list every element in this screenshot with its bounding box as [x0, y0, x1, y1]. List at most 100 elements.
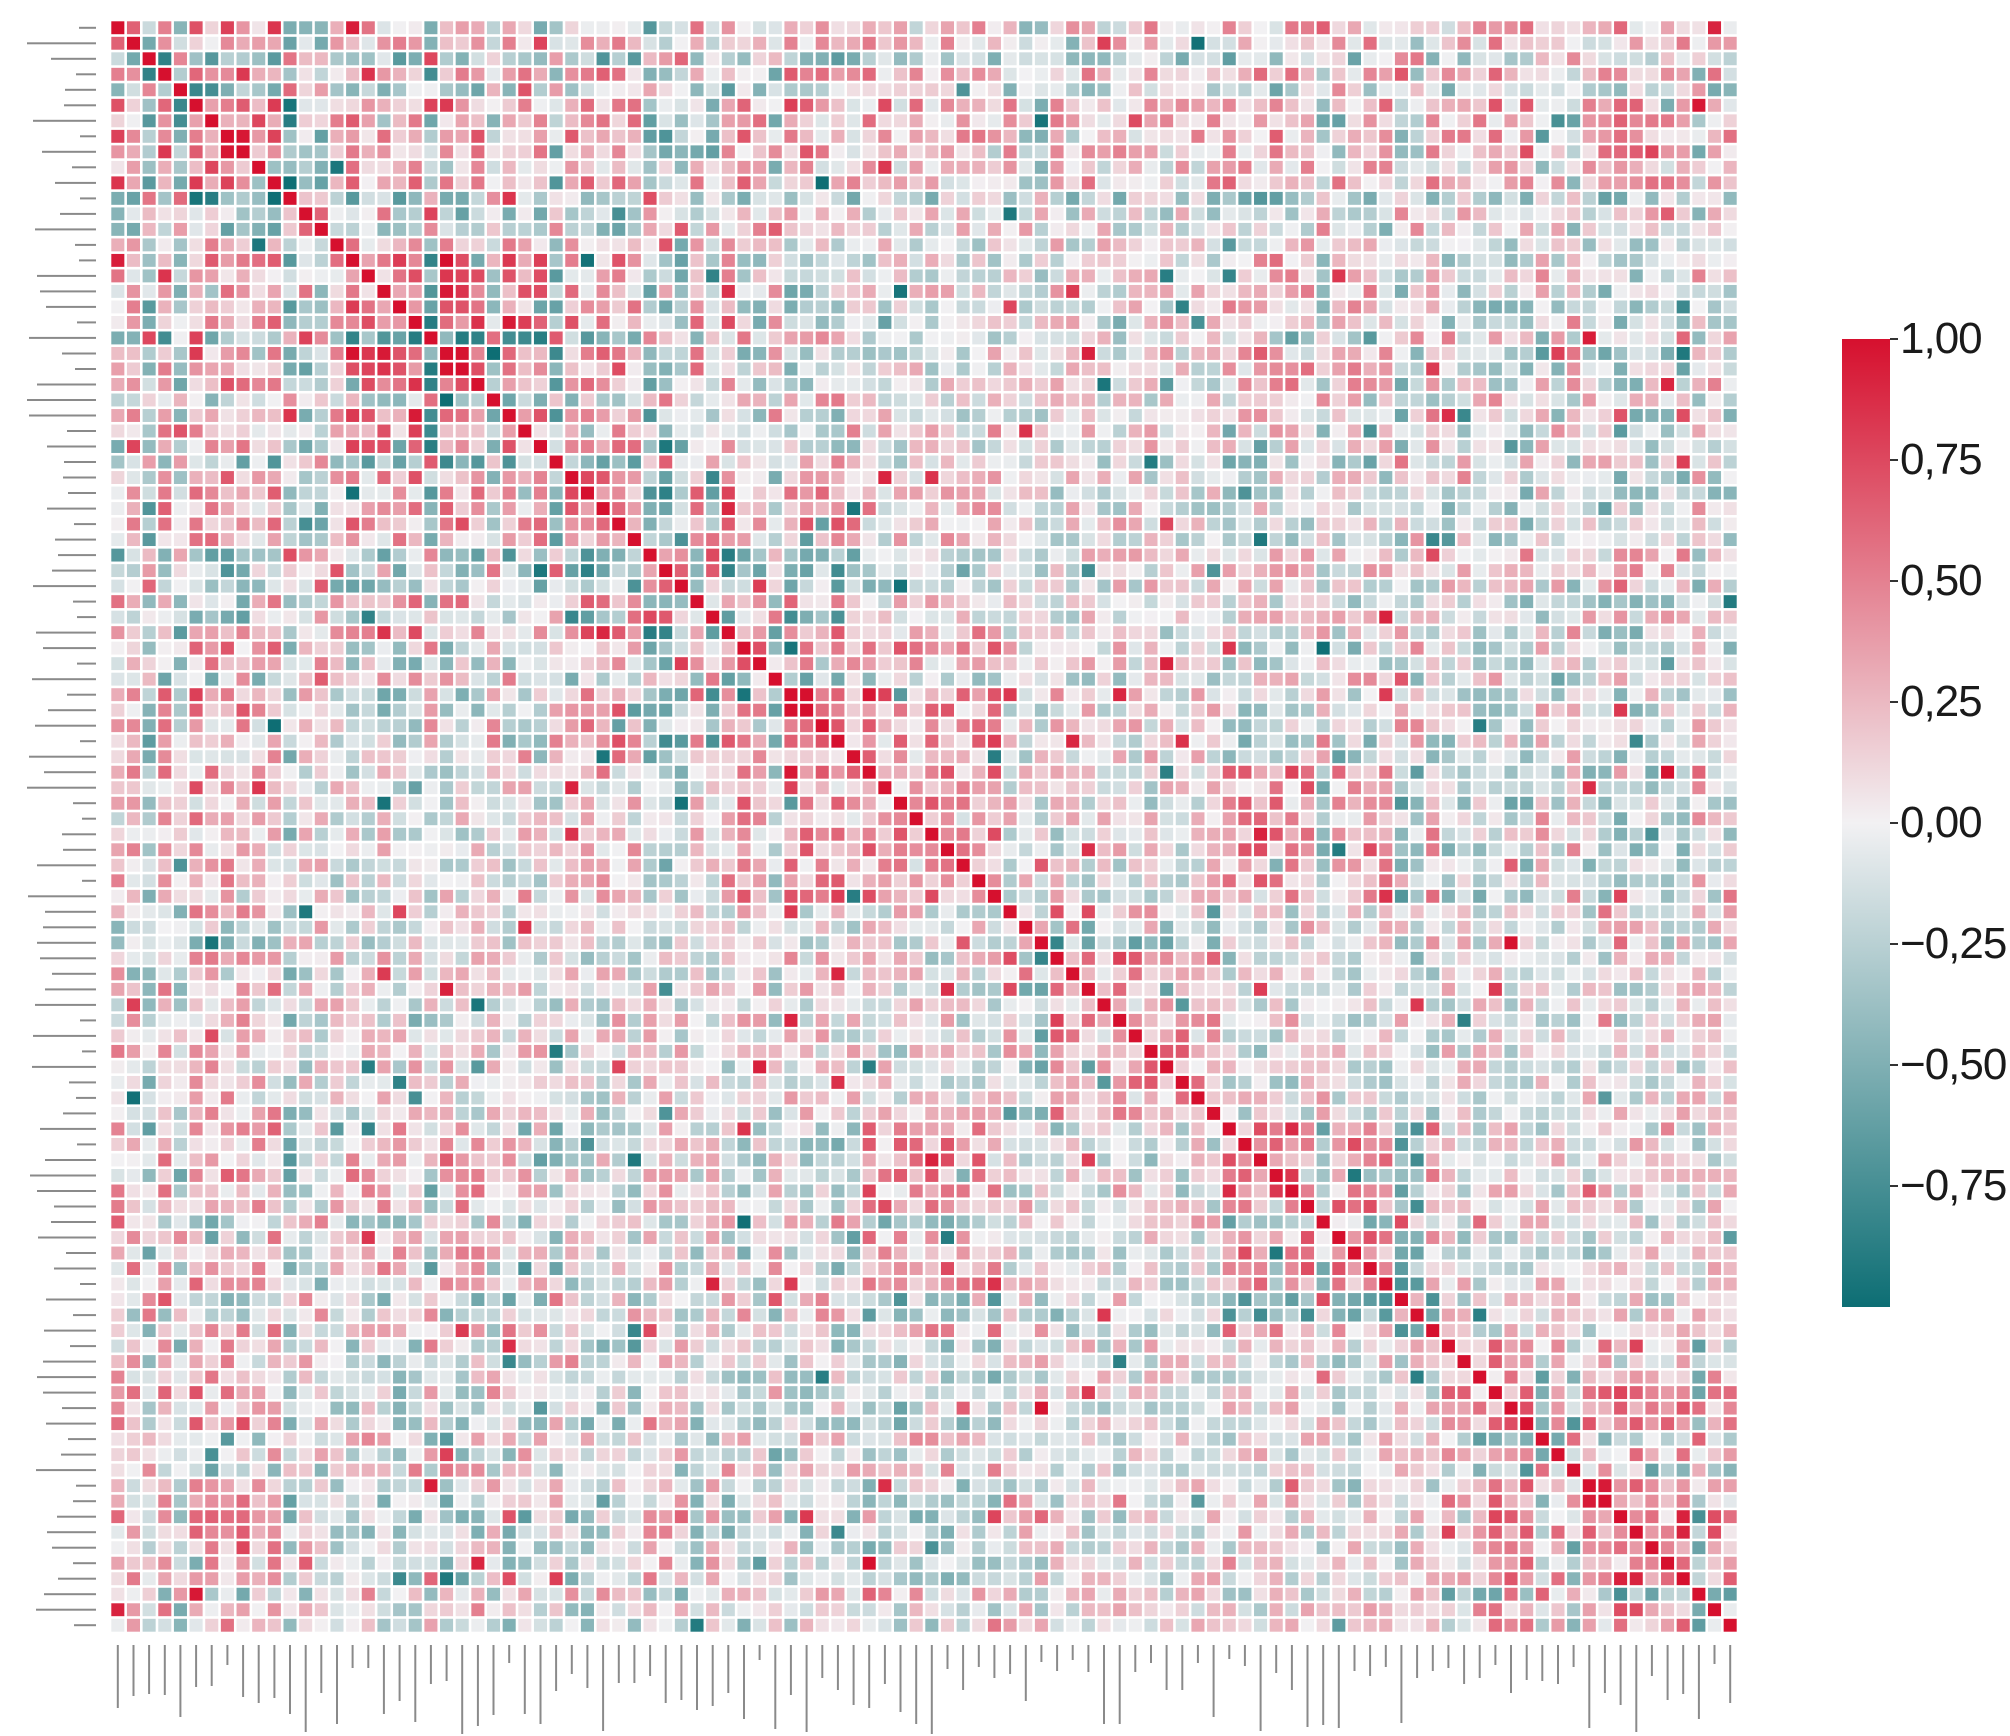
- heatmap-cell: [252, 36, 266, 50]
- heatmap-cell: [1128, 703, 1142, 717]
- heatmap-cell: [925, 160, 939, 174]
- heatmap-cell: [408, 98, 422, 112]
- heatmap-cell: [142, 734, 156, 748]
- heatmap-cell: [940, 502, 954, 516]
- heatmap-cell: [1582, 455, 1596, 469]
- heatmap-cell: [1128, 83, 1142, 97]
- heatmap-cell: [502, 222, 516, 236]
- heatmap-cell: [831, 98, 845, 112]
- heatmap-cell: [612, 641, 626, 655]
- heatmap-cell: [1254, 471, 1268, 484]
- heatmap-cell: [1473, 610, 1487, 624]
- heatmap-cell: [1300, 424, 1315, 438]
- heatmap-cell: [768, 98, 782, 112]
- heatmap-cell: [737, 176, 751, 190]
- heatmap-cell: [361, 98, 375, 112]
- heatmap-cell: [956, 98, 970, 112]
- heatmap-cell: [533, 750, 547, 764]
- heatmap-cell: [158, 424, 172, 438]
- heatmap-cell: [1238, 564, 1252, 578]
- heatmap-cell: [1113, 300, 1127, 314]
- heatmap-cell: [236, 610, 250, 624]
- heatmap-cell: [173, 548, 187, 562]
- heatmap-cell: [377, 734, 391, 748]
- heatmap-cell: [831, 222, 845, 236]
- heatmap-cell: [1285, 486, 1299, 500]
- heatmap-cell: [596, 253, 610, 267]
- heatmap-cell: [377, 83, 391, 97]
- heatmap-cell: [1551, 672, 1565, 686]
- heatmap-cell: [220, 641, 234, 655]
- heatmap-cell: [283, 67, 297, 81]
- heatmap-cell: [455, 641, 469, 655]
- heatmap-cell: [1504, 502, 1518, 516]
- heatmap-cell: [173, 114, 187, 128]
- heatmap-cell: [1426, 36, 1440, 50]
- heatmap-cell: [1582, 269, 1596, 283]
- heatmap-cell: [440, 424, 454, 438]
- heatmap-cell: [236, 362, 250, 376]
- heatmap-cell: [1066, 207, 1080, 221]
- heatmap-cell: [1629, 222, 1643, 236]
- heatmap-cell: [878, 486, 892, 500]
- heatmap-cell: [424, 315, 438, 329]
- heatmap-cell: [1222, 688, 1236, 702]
- heatmap-cell: [393, 36, 407, 50]
- heatmap-cell: [847, 83, 861, 97]
- heatmap-cell: [252, 548, 266, 562]
- heatmap-cell: [674, 579, 688, 593]
- heatmap-cell: [862, 222, 876, 236]
- heatmap-cell: [1003, 548, 1017, 562]
- heatmap-cell: [1520, 145, 1534, 159]
- heatmap-cell: [126, 703, 140, 717]
- heatmap-cell: [565, 672, 579, 686]
- heatmap-cell: [956, 67, 970, 81]
- heatmap-cell: [1128, 269, 1142, 283]
- heatmap-cell: [252, 579, 266, 593]
- heatmap-cell: [1128, 36, 1142, 50]
- heatmap-cell: [1582, 440, 1596, 453]
- heatmap-cell: [674, 502, 688, 516]
- heatmap-cell: [1614, 657, 1628, 671]
- heatmap-cell: [158, 284, 172, 298]
- heatmap-cell: [393, 98, 407, 112]
- heatmap-cell: [1661, 719, 1675, 733]
- heatmap-cell: [1441, 409, 1455, 422]
- heatmap-cell: [1066, 129, 1080, 143]
- heatmap-cell: [111, 114, 125, 128]
- heatmap-cell: [596, 533, 610, 547]
- heatmap-cell: [408, 378, 422, 391]
- heatmap-cell: [1379, 331, 1393, 345]
- heatmap-cell: [346, 315, 360, 329]
- heatmap-cell: [1598, 595, 1612, 609]
- heatmap-cell: [1332, 579, 1346, 593]
- heatmap-cell: [1034, 21, 1048, 35]
- heatmap-cell: [424, 114, 438, 128]
- heatmap-cell: [486, 579, 501, 593]
- heatmap-cell: [1379, 176, 1393, 190]
- heatmap-cell: [690, 626, 704, 640]
- heatmap-cell: [1081, 300, 1095, 314]
- heatmap-cell: [1254, 595, 1268, 609]
- heatmap-cell: [768, 129, 782, 143]
- heatmap-cell: [596, 347, 610, 360]
- heatmap-cell: [940, 703, 954, 717]
- heatmap-cell: [987, 269, 1001, 283]
- heatmap-cell: [440, 548, 454, 562]
- heatmap-cell: [142, 160, 156, 174]
- heatmap-cell: [111, 750, 125, 764]
- heatmap-cell: [1207, 362, 1221, 376]
- heatmap-cell: [1457, 315, 1471, 329]
- heatmap-cell: [1191, 129, 1205, 143]
- heatmap-cell: [706, 564, 720, 578]
- heatmap-cell: [909, 579, 923, 593]
- heatmap-cell: [987, 409, 1001, 422]
- heatmap-cell: [737, 502, 751, 516]
- heatmap-cell: [940, 564, 954, 578]
- heatmap-cell: [1410, 688, 1424, 702]
- heatmap-cell: [972, 486, 986, 500]
- heatmap-cell: [1520, 222, 1534, 236]
- heatmap-cell: [361, 315, 375, 329]
- heatmap-cell: [1347, 455, 1361, 469]
- heatmap-cell: [518, 145, 532, 159]
